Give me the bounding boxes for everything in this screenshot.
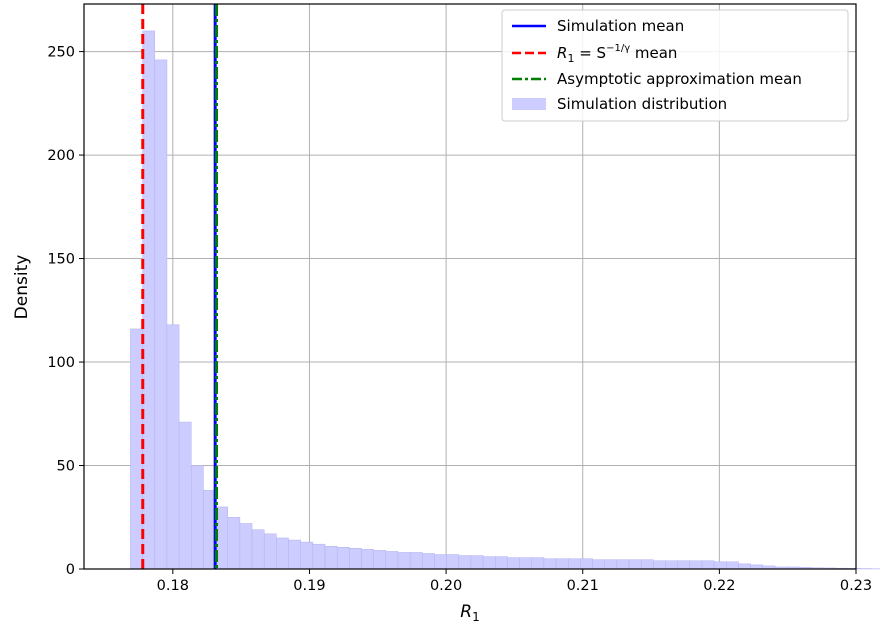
histogram-bar-21 [385, 551, 399, 570]
y-tick-label-4: 200 [47, 148, 75, 164]
y-tick-label-2: 100 [47, 355, 75, 371]
legend-label-asymptotic-mean: Asymptotic approximation mean [557, 70, 802, 88]
x-axis-ticks: 0.18 0.19 0.20 0.21 0.22 0.23 [157, 569, 872, 594]
histogram-bar-22 [397, 552, 411, 570]
histogram-bar-25 [434, 554, 447, 570]
x-tick-label-3: 0.21 [567, 578, 599, 594]
x-tick-label-1: 0.19 [293, 578, 325, 594]
legend-swatch-simulation-distribution [512, 98, 546, 110]
plot-frame [83, 3, 857, 570]
y-axis-label: Density [12, 255, 32, 320]
histogram-bar-39 [604, 559, 618, 570]
histogram-bar-33 [531, 557, 545, 570]
histogram-bar-23 [409, 552, 423, 570]
histogram-bar-35 [555, 558, 569, 570]
histogram-bar-44 [665, 560, 678, 570]
histogram-bar-8 [227, 517, 241, 570]
x-tick-label-5: 0.23 [840, 578, 872, 594]
y-tick-label-3: 150 [47, 252, 75, 268]
histogram-bar-18 [349, 548, 362, 570]
x-tick-label-2: 0.20 [430, 578, 462, 594]
histogram-bar-32 [519, 557, 533, 570]
histogram-bar-14 [300, 541, 314, 570]
histogram-bar-11 [263, 533, 277, 570]
histogram-bar-40 [616, 559, 630, 570]
histogram-bar-27 [458, 555, 472, 570]
histogram-bar-46 [689, 560, 703, 570]
histogram-bar-3 [166, 324, 180, 570]
histogram-bar-12 [276, 537, 289, 570]
histogram-bar-10 [251, 529, 265, 570]
x-tick-label-4: 0.22 [703, 578, 735, 594]
legend-label-simulation-mean: Simulation mean [557, 17, 684, 35]
y-tick-label-0: 0 [66, 562, 75, 578]
x-axis-label: R1 [460, 602, 479, 624]
histogram-bar-1 [142, 30, 156, 570]
histogram-bar-26 [446, 554, 460, 570]
x-axis-label-subscript: 1 [472, 610, 480, 624]
legend-label-simulation-distribution: Simulation distribution [557, 95, 727, 113]
histogram-bar-2 [154, 59, 168, 570]
histogram-bar-9 [239, 523, 253, 570]
histogram-bar-17 [336, 547, 350, 570]
histogram-bar-31 [507, 557, 520, 570]
mean-lines [141, 4, 219, 569]
histogram-bar-30 [495, 556, 508, 570]
histogram-bar-47 [701, 560, 715, 570]
y-tick-label-5: 250 [47, 45, 75, 61]
histogram-bar-29 [482, 556, 496, 570]
legend-label-r1-mean: R1 = S−1/γ mean [557, 43, 677, 65]
legend: Simulation mean R1 = S−1/γ mean Asymptot… [501, 9, 849, 122]
x-tick-label-0: 0.18 [157, 578, 189, 594]
histogram-bar-37 [580, 558, 593, 570]
y-tick-label-1: 50 [57, 459, 75, 475]
histogram-bar-50 [738, 563, 751, 570]
histogram-bar-0 [130, 328, 143, 570]
histogram-bar-4 [178, 421, 192, 570]
histogram-bar-19 [361, 549, 374, 570]
histogram-bar-34 [543, 558, 557, 570]
histogram-bar-41 [628, 559, 642, 570]
legend-box [501, 9, 849, 122]
histogram-bar-16 [324, 545, 338, 570]
histogram-bar-51 [750, 564, 764, 570]
histogram-bar-13 [288, 539, 301, 570]
histogram-bar-15 [312, 543, 326, 570]
histogram-bar-5 [191, 465, 204, 570]
histogram-bar-28 [470, 555, 484, 570]
histogram-bars [130, 30, 880, 570]
histogram-bar-48 [713, 561, 727, 570]
histogram-bar-42 [640, 559, 654, 570]
histogram-bar-49 [726, 561, 739, 570]
histogram-bar-38 [592, 559, 605, 570]
y-axis-ticks: 0 50 100 150 200 250 [47, 45, 84, 578]
histogram-bar-24 [422, 553, 435, 570]
histogram-bar-36 [567, 558, 581, 570]
histogram-bar-43 [653, 560, 666, 570]
histogram-bar-45 [677, 560, 691, 570]
histogram-bar-20 [373, 550, 387, 570]
